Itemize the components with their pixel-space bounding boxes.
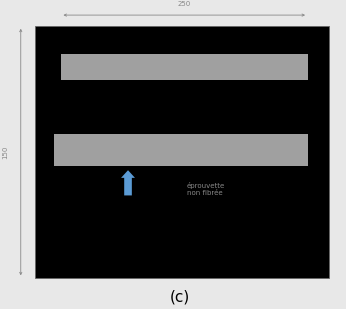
Text: 150: 150 [2,145,8,159]
Bar [35,26,329,278]
Bar [61,53,308,80]
Text: éprouvette
non fibrée: éprouvette non fibrée [187,182,225,196]
Text: 250: 250 [177,2,191,7]
Bar [54,133,308,166]
Text: (c): (c) [170,289,190,304]
